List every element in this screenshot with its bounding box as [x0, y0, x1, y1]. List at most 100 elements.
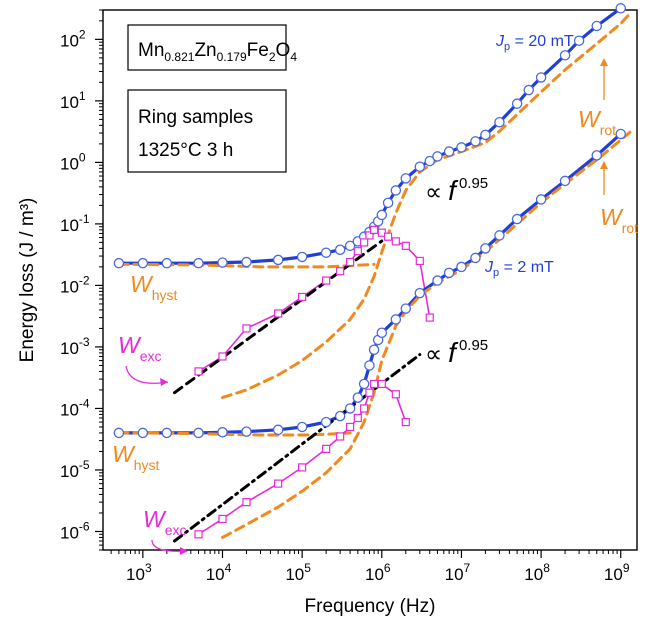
jp20-exc-point — [322, 276, 331, 285]
jp20-exc-point — [425, 313, 434, 322]
jp2-total-point — [470, 252, 481, 264]
jp-high-label: Jp = 20 mT — [495, 33, 574, 53]
jp2-total-point — [352, 392, 364, 403]
whyst-upper-label: Whyst — [130, 271, 178, 303]
jp2-total-point — [456, 261, 467, 273]
y-tick-label: 101 — [60, 89, 86, 112]
wexc-lower-w: W — [143, 506, 167, 532]
jp2-total-point — [414, 287, 426, 299]
jp20-total-point — [424, 155, 435, 167]
y-tick-label: 10-5 — [60, 458, 90, 481]
jp2-exc-point — [218, 514, 227, 524]
jp20-total-point — [559, 50, 571, 61]
jp20-series-line-2 — [221, 12, 632, 400]
x-tick-label: 104 — [206, 561, 232, 584]
formula-fe-sub: 2 — [269, 50, 276, 64]
jp20-total-point — [137, 257, 149, 269]
wrot-lower-w: W — [600, 204, 624, 230]
propto-upper: ∝ f 0.95 — [425, 175, 488, 206]
jp20-total-point — [113, 257, 125, 269]
jp2-exc-point — [336, 432, 345, 441]
wexc-upper-w: W — [118, 332, 142, 358]
jp2-total-point — [591, 150, 603, 161]
jp2-total-point — [334, 410, 346, 422]
wexc-upper-label: Wexc — [118, 332, 162, 364]
tick-layer: 103 104 105 106 107 108 109 10-6 10-5 10-4 10-3 10-… — [60, 9, 630, 584]
y-tick-label: 102 — [60, 27, 86, 50]
y-tick-label: 10-1 — [60, 212, 90, 235]
formula-zn-sub: 0.179 — [217, 50, 247, 64]
jp20-total-point — [161, 257, 173, 269]
propto-upper-sign: ∝ — [425, 179, 442, 206]
formula-mn-sub: 0.821 — [164, 50, 194, 64]
jp20-total-point — [470, 136, 481, 147]
jp20-total-point — [432, 151, 443, 162]
wrot-upper-sub: rot — [600, 122, 616, 138]
jp2-total-point — [113, 427, 125, 439]
jp20-exc-point — [369, 225, 379, 234]
plot-frame — [102, 9, 638, 551]
wrot-upper-w: W — [578, 106, 602, 132]
jp20-total-point — [480, 129, 491, 141]
wrot-upper-arrowhead — [600, 58, 608, 66]
jp20-total-point — [296, 251, 308, 263]
jp2-series-line-5 — [117, 132, 623, 435]
jp2-total-point — [137, 427, 149, 439]
jp20-series-line-1 — [117, 262, 376, 269]
jp20-exc-point — [218, 352, 227, 361]
jp20-exc-point — [401, 241, 410, 250]
jp-high-symbol: J — [495, 33, 505, 50]
jp2-series-line-6 — [117, 431, 352, 437]
jp2-exc-point — [391, 390, 400, 399]
jp20-total-point — [400, 173, 412, 184]
jp20-total-point — [344, 240, 356, 252]
jp2-total-point — [376, 327, 388, 339]
jp20-exc-point — [415, 256, 424, 266]
x-axis-title: Frequency (Hz) — [305, 596, 436, 617]
jp2-total-point — [615, 128, 626, 140]
x-tick-label: 105 — [285, 561, 311, 584]
y-tick-label: 100 — [60, 150, 86, 173]
jp2-total-point — [193, 427, 204, 439]
jp2-exc-point — [401, 417, 410, 427]
jp20-total-point — [535, 72, 547, 83]
composition-formula: Mn0.821Zn0.179Fe2O4 — [138, 40, 297, 64]
jp2-total-point — [364, 360, 375, 371]
wexc-lower-label: Wexc — [143, 506, 187, 538]
jp20-total-point — [390, 185, 402, 196]
jp20-exc-point — [274, 309, 283, 318]
wrot-upper-label: Wrot — [578, 106, 616, 138]
propto-lower-sign: ∝ — [425, 341, 442, 368]
whyst-lower-label: Whyst — [112, 441, 160, 473]
jp20-total-point — [272, 254, 284, 266]
jp2-exc-point — [194, 530, 203, 539]
jp20-exc-point — [384, 232, 393, 241]
jp-high-sub: p — [504, 41, 510, 53]
formula-o: O — [276, 40, 291, 61]
jp2-exc-point — [365, 388, 374, 397]
wrot-lower-sub: rot — [622, 220, 638, 236]
jp20-total-point — [494, 116, 505, 128]
jp20-total-point — [511, 98, 523, 109]
wrot-lower-label: Wrot — [600, 204, 638, 236]
jp20-total-point — [334, 244, 346, 256]
marker-layer — [113, 3, 626, 539]
jp20-exc-point — [346, 257, 355, 267]
jp2-total-point — [511, 213, 523, 225]
jp2-total-point — [161, 427, 173, 439]
jp2-total-point — [480, 243, 491, 254]
whyst-upper-sub: hyst — [152, 287, 178, 303]
jp20-total-point — [615, 3, 626, 14]
propto-lower-exp: 0.95 — [459, 337, 488, 354]
formula-zn: Zn — [194, 40, 216, 61]
jp2-exc-point — [353, 413, 362, 423]
jp-low-symbol: J — [484, 259, 494, 276]
jp2-total-point — [368, 344, 380, 355]
jp20-exc-point — [298, 292, 307, 302]
jp2-exc-point — [242, 498, 251, 507]
jp2-exc-point — [369, 379, 379, 389]
jp20-total-point — [376, 209, 388, 221]
jp2-total-point — [494, 230, 505, 241]
propto-lower-f: f — [448, 337, 459, 368]
jp20-total-point — [241, 256, 252, 268]
